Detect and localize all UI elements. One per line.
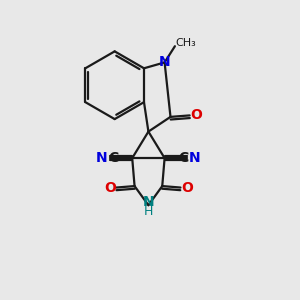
Text: N: N — [189, 151, 201, 165]
Text: N: N — [142, 195, 154, 209]
Text: N: N — [159, 56, 170, 69]
Text: O: O — [190, 108, 202, 122]
Text: C: C — [108, 151, 118, 165]
Text: H: H — [144, 205, 153, 218]
Text: O: O — [181, 181, 193, 194]
Text: C: C — [178, 151, 189, 165]
Text: CH₃: CH₃ — [176, 38, 196, 48]
Text: O: O — [104, 181, 116, 194]
Text: N: N — [96, 151, 108, 165]
